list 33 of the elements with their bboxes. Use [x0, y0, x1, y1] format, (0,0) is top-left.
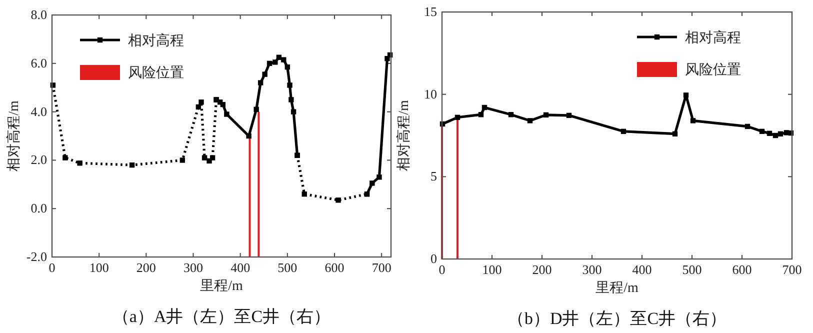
x-tick-label: 200	[136, 260, 156, 275]
legend-label: 相对高程	[128, 33, 184, 49]
y-tick-label: 0.0	[30, 200, 47, 216]
y-tick-label: 4.0	[30, 104, 47, 119]
x-tick-label: 500	[278, 260, 298, 275]
x-tick-label: 600	[324, 260, 344, 275]
x-tick-label: 100	[89, 260, 109, 275]
x-tick-label: 700	[782, 262, 802, 277]
text: （a）A井（左）至C井（右）	[112, 307, 331, 326]
x-axis-title: 里程/m	[200, 279, 243, 294]
y-axis-title: 相对高程/m	[396, 100, 412, 171]
y-tick-label: 10	[424, 86, 437, 102]
y-tick-label: 5	[430, 168, 437, 184]
x-axis-title: 里程/m	[596, 281, 638, 296]
y-tick-label: 6.0	[30, 55, 47, 70]
x-tick-label: 500	[682, 262, 702, 277]
x-tick-label: 600	[732, 262, 752, 277]
text: （b）D井（左）至C井（右）	[507, 309, 727, 328]
x-tick-label: 400	[632, 262, 652, 277]
x-tick-label: 700	[372, 260, 392, 275]
legend-label: 风险位置	[685, 62, 741, 78]
x-tick-label: 100	[482, 262, 502, 277]
legend-label: 相对高程	[685, 30, 741, 46]
legend-label: 风险位置	[128, 65, 184, 81]
x-tick-label: 400	[230, 260, 250, 275]
y-tick-label: 8.0	[30, 7, 47, 22]
y-tick-label: -2.0	[26, 249, 47, 264]
y-axis-title: 相对高程/m	[6, 100, 22, 172]
x-tick-label: 300	[184, 260, 203, 275]
y-tick-label: 15	[424, 4, 437, 19]
x-tick-label: 300	[582, 262, 602, 277]
x-tick-label: 200	[532, 262, 552, 277]
y-tick-label: 2.0	[30, 152, 47, 168]
